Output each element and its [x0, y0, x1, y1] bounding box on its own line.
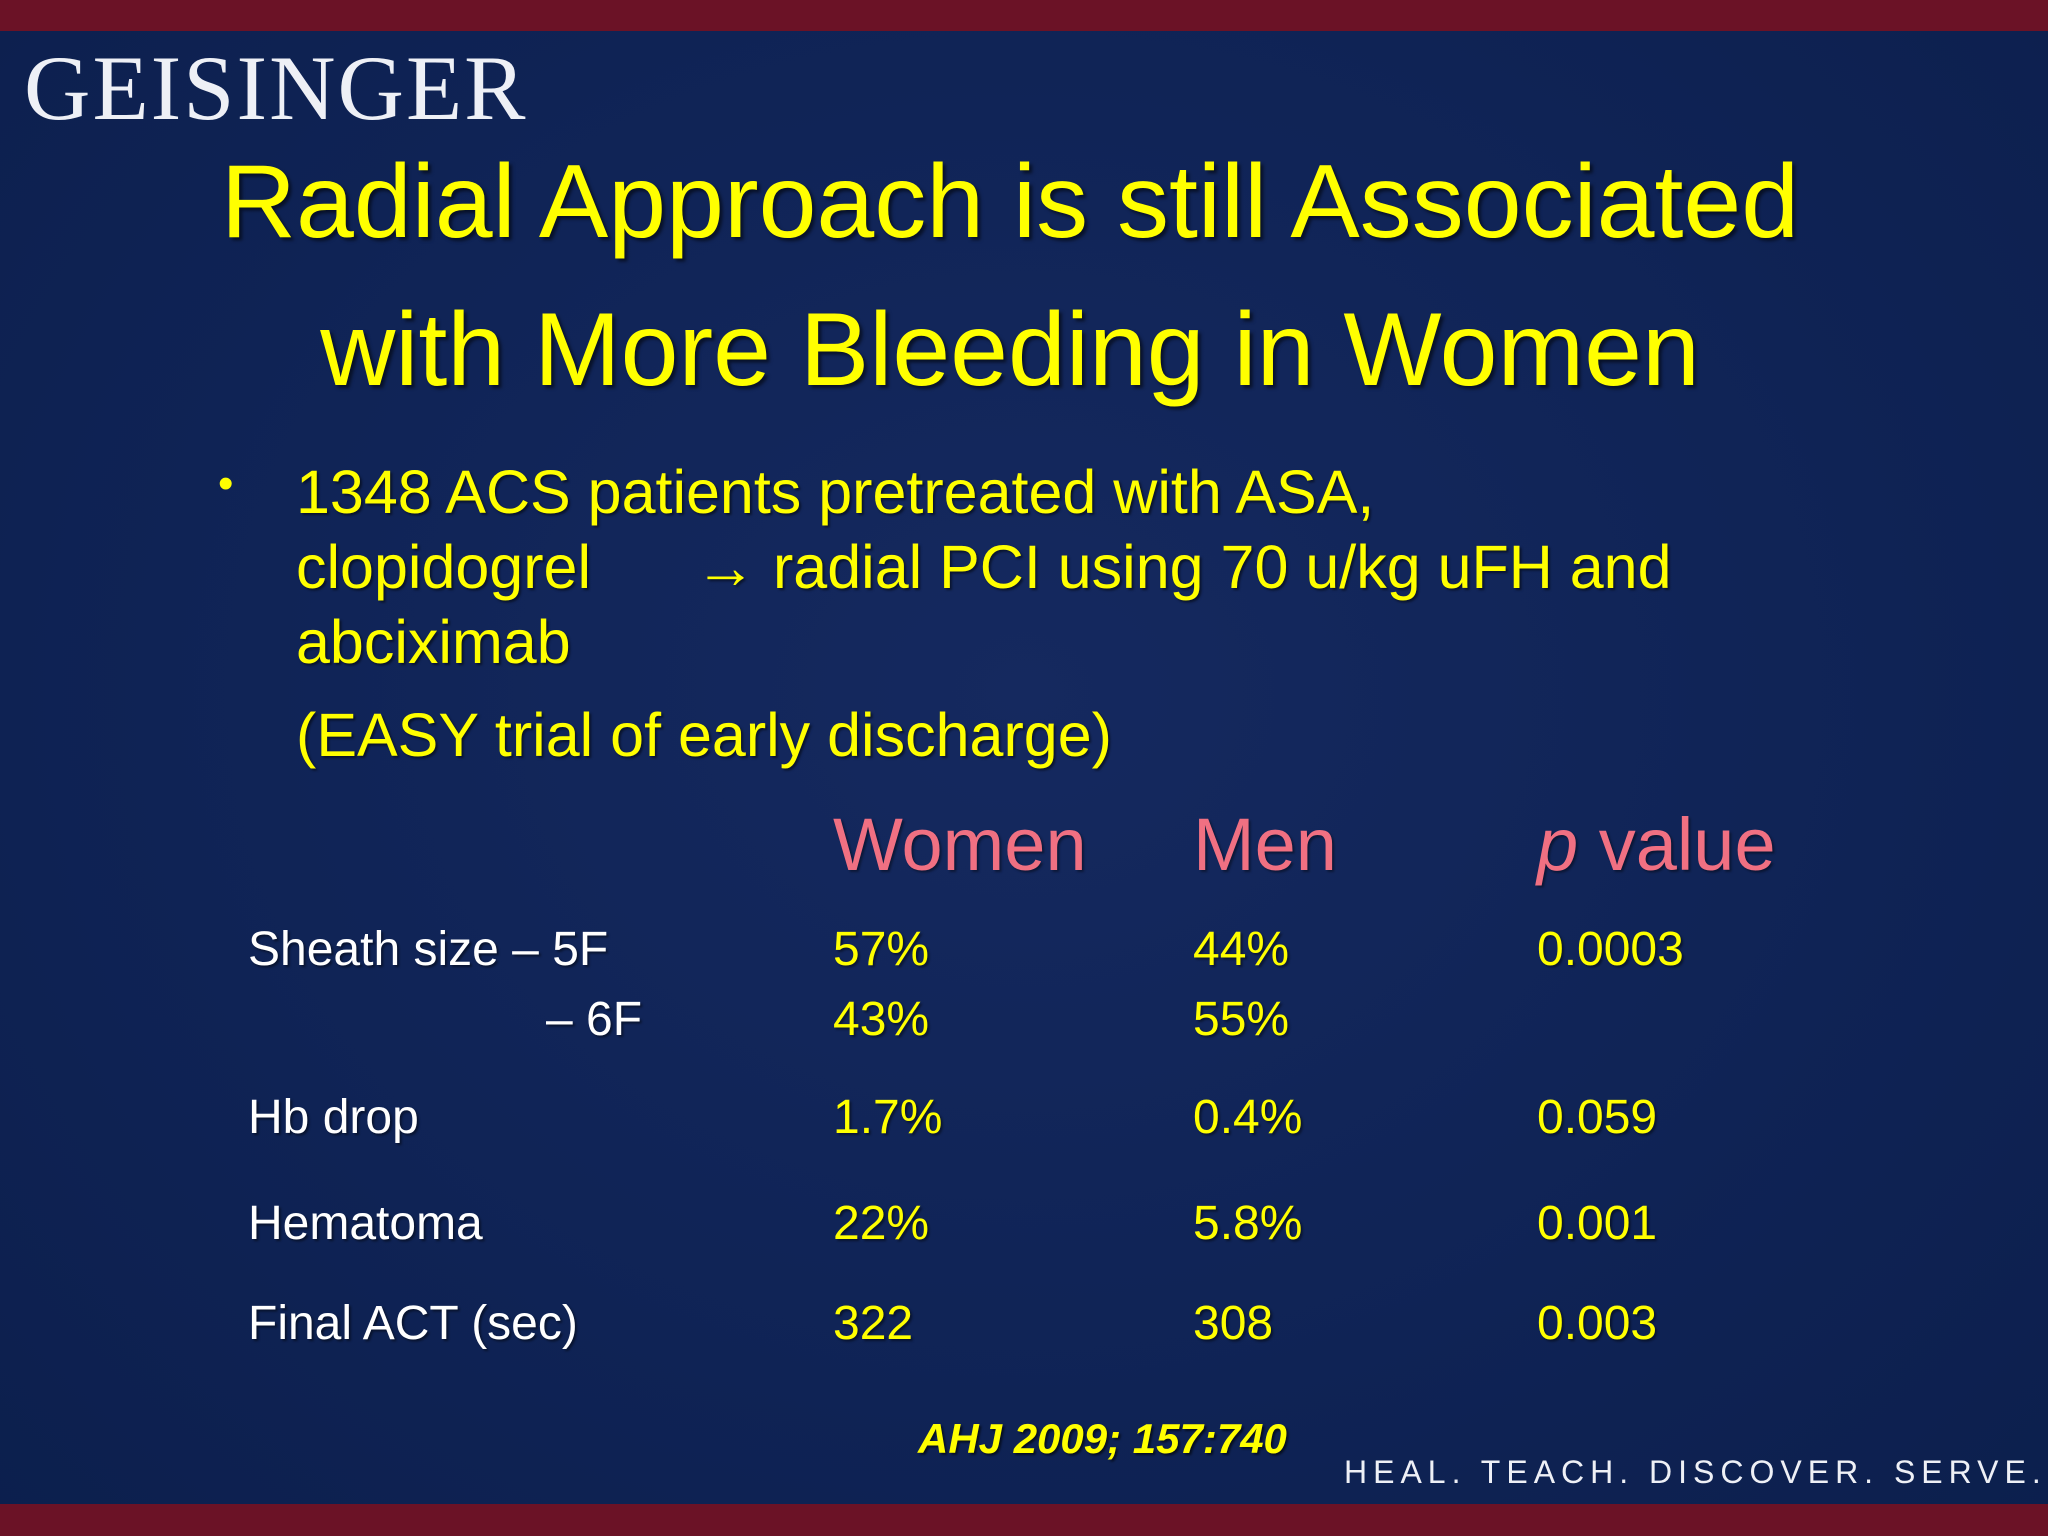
cell-women: 43% [833, 993, 930, 1046]
tagline: HEAL. TEACH. DISCOVER. SERVE. [1344, 1454, 2047, 1490]
header-p-value: p value [1537, 808, 1776, 882]
cell-men: 308 [1193, 1297, 1274, 1350]
top-band [0, 0, 2048, 31]
header-p-rest: value [1578, 803, 1776, 886]
bullet-line-2a: clopidogrel [296, 533, 592, 601]
cell-women: 322 [833, 1297, 914, 1350]
cell-men: 5.8% [1193, 1197, 1303, 1250]
cell-p-value: 0.059 [1537, 1091, 1658, 1144]
header-women: Women [833, 803, 1087, 886]
title-line-1: Radial Approach is still Associated [220, 144, 1800, 260]
cell-women: 1.7% [833, 1091, 943, 1144]
row-label: Hematoma [248, 1197, 483, 1250]
bottom-band [0, 1504, 2048, 1536]
cell-men: 44% [1193, 923, 1290, 976]
cell-women: 57% [833, 923, 930, 976]
bullet-line-4: (EASY trial of early discharge) [296, 701, 1112, 769]
cell-women: 22% [833, 1197, 930, 1250]
row-label: Hb drop [248, 1091, 419, 1144]
cell-men: 0.4% [1193, 1091, 1303, 1144]
header-p-italic: p [1537, 803, 1579, 886]
cell-p-value: 0.0003 [1537, 923, 1684, 976]
bullet-text: 1348 ACS patients pretreated with ASA, c… [296, 455, 1916, 773]
cell-p-value: 0.003 [1537, 1297, 1658, 1350]
citation: AHJ 2009; 157:740 [918, 1415, 1287, 1462]
slide-title: Radial Approach is still Associated with… [60, 128, 1960, 424]
row-label: Final ACT (sec) [248, 1297, 578, 1350]
row-label: Sheath size – 5F [248, 923, 609, 976]
header-men: Men [1193, 803, 1337, 886]
bullet-line-1: 1348 ACS patients pretreated with ASA, [296, 458, 1375, 526]
cell-men: 55% [1193, 993, 1290, 1046]
bullet-line-2b: → radial PCI using 70 u/kg uFH and [695, 533, 1672, 601]
bullet-line-3: abciximab [296, 608, 571, 676]
row-label: – 6F [546, 993, 643, 1046]
cell-p-value: 0.001 [1537, 1197, 1658, 1250]
title-line-2: with More Bleeding in Women [320, 292, 1700, 408]
bullet-marker: • [218, 459, 234, 508]
bullet-line-2: clopidogrel → radial PCI using 70 u/kg uF… [296, 530, 1916, 605]
geisinger-logo: GEISINGER [24, 37, 528, 139]
